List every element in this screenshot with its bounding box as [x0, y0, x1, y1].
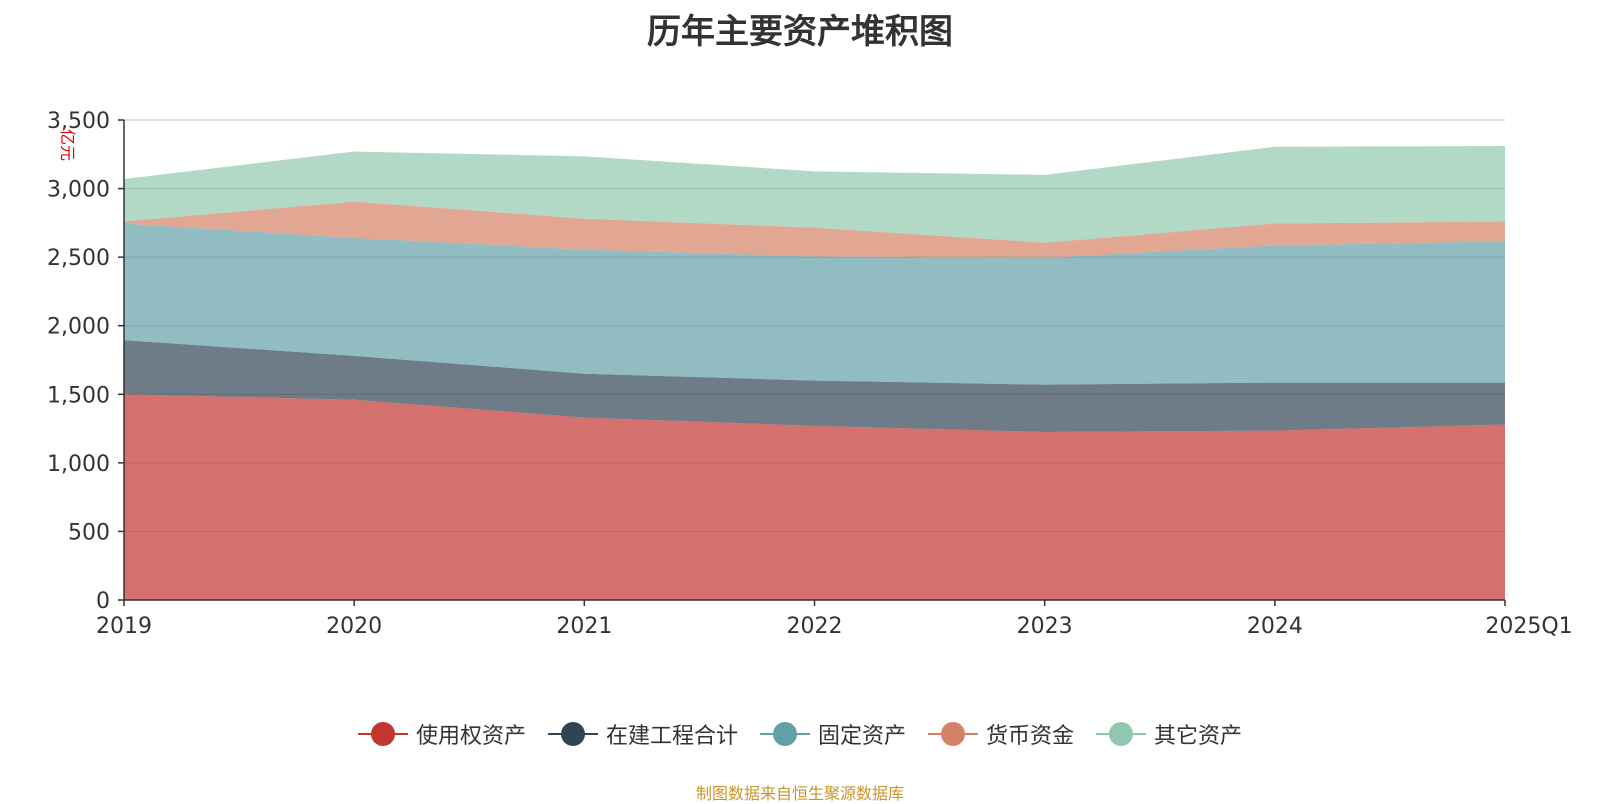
- legend-label: 固定资产: [817, 724, 906, 749]
- stacked-area-chart: 0 500 1,000 1,500 2,000 2,500 3,000 3,500 2019 20…: [47, 109, 1573, 639]
- y-tick-label-0: 0: [96, 589, 110, 614]
- legend-item-3[interactable]: 固定资产: [759, 718, 906, 750]
- legend-label: 在建工程合计: [605, 724, 738, 749]
- area-series-3: [124, 223, 1505, 385]
- x-tick-label-5: 2024: [1247, 614, 1303, 639]
- y-tick-label-6: 3,000: [47, 178, 110, 203]
- x-tick-label-1: 2020: [326, 614, 382, 639]
- y-tick-label-5: 2,500: [47, 246, 110, 271]
- legend-item-1[interactable]: 使用权资产: [357, 718, 526, 750]
- legend-label: 其它资产: [1154, 724, 1243, 749]
- legend-label: 使用权资产: [415, 724, 526, 749]
- area-series-4: [124, 201, 1505, 258]
- x-tick-label-6: 2025Q1: [1485, 614, 1572, 639]
- data-source-note: 制图数据来自恒生聚源数据库: [695, 784, 904, 803]
- y-tick-label-7: 3,500: [47, 109, 110, 134]
- area-series-1: [124, 394, 1505, 600]
- x-tick-label-2: 2021: [556, 614, 612, 639]
- legend-label: 货币资金: [986, 724, 1075, 749]
- legend-marker-icon: [547, 722, 598, 746]
- legend-marker-icon: [357, 722, 408, 746]
- legend-marker-icon: [759, 722, 810, 746]
- x-tick-label-0: 2019: [96, 614, 152, 639]
- chart-title: 历年主要资产堆积图: [647, 12, 953, 52]
- legend-item-4[interactable]: 货币资金: [928, 718, 1074, 750]
- area-series-2: [124, 340, 1505, 432]
- x-tick-label-3: 2022: [787, 614, 843, 639]
- y-tick-label-3: 1,500: [47, 383, 110, 408]
- x-tick-label-4: 2023: [1017, 614, 1073, 639]
- legend-marker-icon: [1096, 722, 1147, 746]
- legend-marker-icon: [928, 722, 978, 746]
- y-tick-label-1: 500: [68, 520, 110, 545]
- y-tick-label-4: 2,000: [47, 315, 110, 340]
- y-axis-label: 亿元: [58, 129, 77, 161]
- axes: 0 500 1,000 1,500 2,000 2,500 3,000 3,500 2019 20…: [47, 109, 1573, 639]
- area-series-5: [124, 146, 1505, 243]
- legend-item-5[interactable]: 其它资产: [1096, 718, 1242, 750]
- legend-item-2[interactable]: 在建工程合计: [547, 718, 738, 750]
- y-tick-label-2: 1,000: [47, 452, 110, 477]
- legend: 使用权资产 在建工程合计 固定资产 货币资金 其它资产: [0, 718, 1600, 750]
- area-layers: [124, 119, 1505, 600]
